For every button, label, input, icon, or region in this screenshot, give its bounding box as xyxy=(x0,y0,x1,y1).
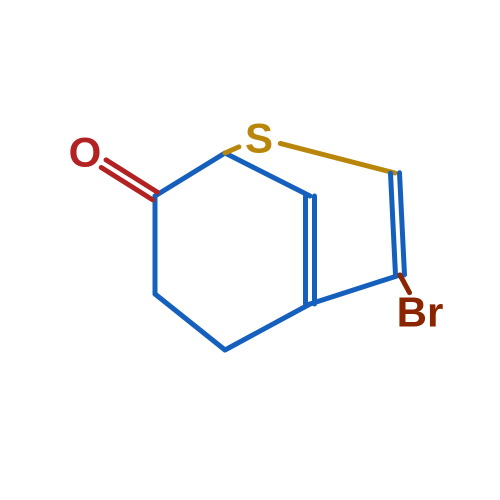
atom-br: Br xyxy=(397,289,444,336)
atom-o: O xyxy=(69,129,102,176)
bond xyxy=(155,294,225,350)
bond xyxy=(399,173,404,275)
atom-s: S xyxy=(245,115,273,162)
bond xyxy=(391,173,396,275)
bond xyxy=(155,153,225,196)
bond xyxy=(225,147,239,153)
molecule-diagram: O S Br xyxy=(0,0,500,500)
bond xyxy=(310,275,400,304)
bond xyxy=(225,304,310,350)
bond xyxy=(280,143,395,173)
